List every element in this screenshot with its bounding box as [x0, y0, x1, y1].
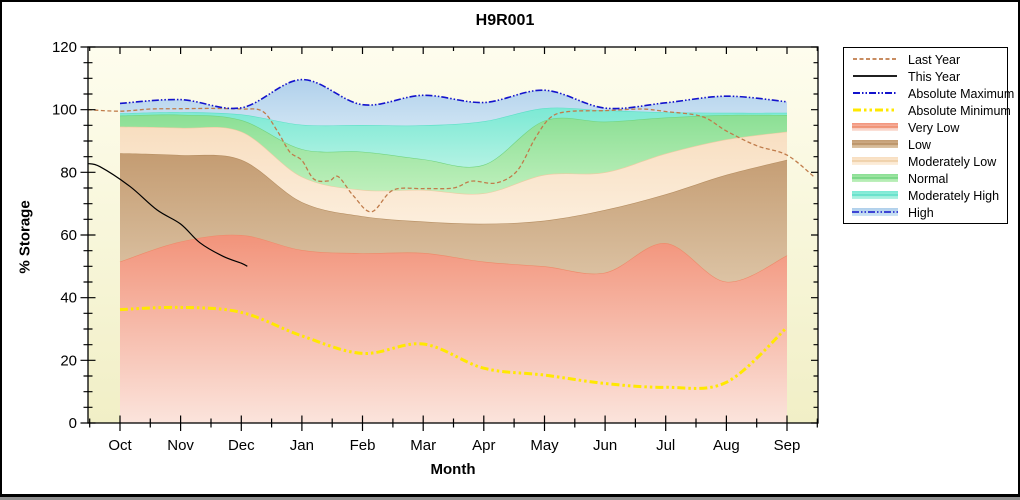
plot-frame — [87, 46, 819, 424]
legend-swatch-moderately_low — [852, 153, 898, 171]
legend-label: Moderately High — [908, 188, 1000, 203]
legend-swatch-very_low — [852, 119, 898, 137]
line-this_year — [87, 163, 248, 267]
legend-label: Moderately Low — [908, 154, 997, 169]
legend-item-last_year: Last Year — [844, 51, 1007, 68]
legend-swatch-last_year — [852, 51, 898, 69]
y-tick-label: 40 — [60, 290, 77, 307]
chart-title: H9R001 — [475, 12, 535, 29]
x-tick-label: Jan — [290, 437, 314, 454]
y-axis-title: % Storage — [16, 200, 34, 274]
legend-item-absolute_maximum: Absolute Maximum — [844, 85, 1014, 103]
legend-label: Very Low — [908, 120, 960, 135]
legend-swatch-absolute_minimum — [852, 102, 898, 120]
legend-item-normal: Normal — [844, 170, 1007, 187]
legend-label: This Year — [908, 69, 961, 84]
x-tick-label: Mar — [410, 437, 436, 454]
legend-label: Last Year — [908, 52, 961, 67]
x-tick-label: Jun — [593, 437, 617, 454]
legend-item-absolute_minimum: Absolute Minimum — [844, 102, 1011, 120]
y-tick-label: 20 — [60, 352, 77, 369]
legend-swatch-normal — [852, 170, 898, 188]
y-tick-label: 60 — [60, 227, 77, 244]
legend-item-moderately_high: Moderately High — [844, 187, 1007, 204]
window-bottom-edge — [0, 497, 1020, 500]
y-tick-label: 0 — [69, 415, 77, 432]
x-tick-label: Oct — [108, 437, 132, 454]
y-tick-label: 80 — [60, 164, 77, 181]
band-normal — [120, 114, 787, 194]
legend-swatch-high — [852, 204, 898, 222]
legend-label: Absolute Minimum — [908, 103, 1011, 118]
x-tick-label: Feb — [350, 437, 376, 454]
y-tick-label: 120 — [52, 39, 77, 56]
line-absolute_minimum — [119, 305, 789, 390]
legend-label: Absolute Maximum — [908, 86, 1015, 101]
legend-swatch-absolute_maximum — [852, 85, 898, 103]
x-tick-label: Sep — [774, 437, 801, 454]
x-tick-label: Apr — [472, 437, 495, 454]
band-edge-normal — [119, 113, 788, 168]
band-low — [120, 153, 787, 282]
legend: Last Year This Year Absolute Maximum Absolu… — [843, 47, 1014, 224]
band-moderately_high — [120, 107, 787, 167]
legend-swatch-low — [852, 136, 898, 154]
y-tick-label: 100 — [52, 102, 77, 119]
legend-item-high: High — [844, 204, 1007, 221]
x-tick-label: Aug — [713, 437, 740, 454]
legend-label: Low — [908, 137, 931, 152]
legend-item-very_low: Very Low — [844, 119, 1007, 136]
x-axis-title: Month — [430, 461, 476, 478]
band-very_low — [120, 234, 787, 423]
window-bottom-border — [0, 494, 1020, 497]
legend-label: High — [908, 205, 934, 220]
x-tick-label: Jul — [656, 437, 675, 454]
legend-item-low: Low — [844, 136, 1007, 153]
legend-swatch-moderately_high — [852, 187, 898, 205]
line-absolute_maximum — [119, 78, 788, 110]
legend-item-moderately_low: Moderately Low — [844, 153, 1007, 170]
x-tick-label: Nov — [167, 437, 194, 454]
legend-label: Normal — [908, 171, 949, 186]
band-moderately_low — [120, 126, 787, 224]
legend-swatch-this_year — [852, 68, 898, 86]
legend-item-this_year: This Year — [844, 68, 1007, 85]
x-tick-label: May — [530, 437, 559, 454]
x-tick-label: Dec — [228, 437, 255, 454]
band-high — [120, 79, 787, 126]
